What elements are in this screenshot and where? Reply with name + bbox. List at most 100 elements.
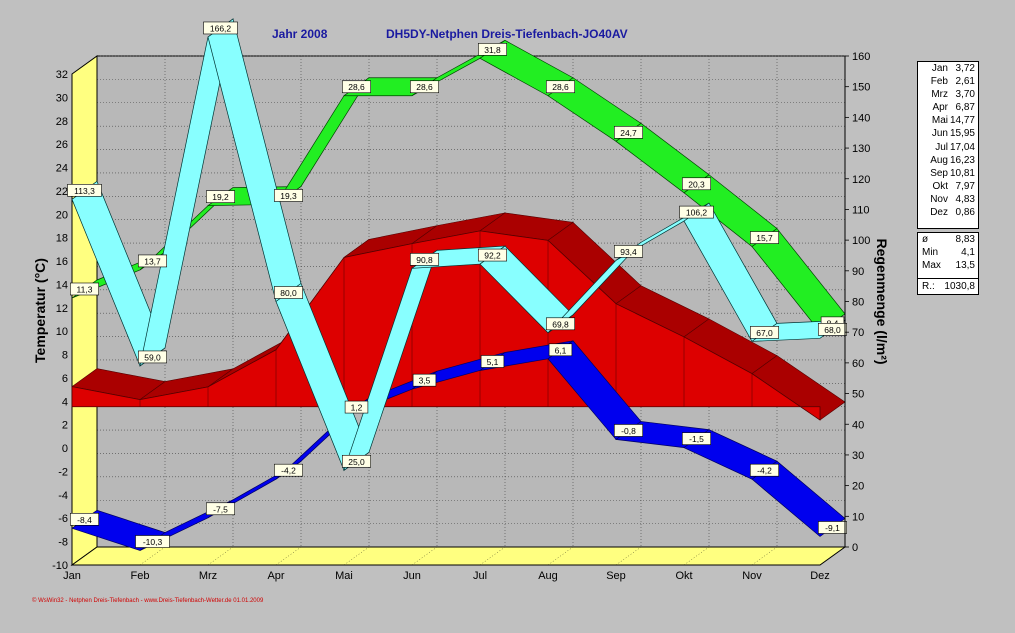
y2-tick-label: 50: [852, 389, 864, 401]
y2-tick-label: 140: [852, 112, 870, 124]
y-tick-label: 26: [56, 139, 68, 151]
rain-label: 25,0: [341, 454, 371, 468]
y-tick-label: -2: [58, 466, 68, 478]
max-temp-label-text: 13,7: [144, 256, 161, 266]
rain-label-box: [817, 323, 847, 336]
min-temp-label-box: [273, 463, 303, 477]
min-temp-label-text: -9,1: [825, 523, 840, 533]
floor-grid-line: [139, 546, 166, 566]
chart-station-title: DH5DY-Netphen Dreis-Tiefenbach-JO40AV: [386, 27, 628, 41]
max-temp-label-box: [409, 80, 439, 94]
rain-total-label: R.:: [922, 281, 935, 292]
max-temp-label-box: [681, 177, 711, 191]
max-temp-label: 19,3: [273, 189, 303, 202]
min-temp-label-text: 1,2: [351, 403, 363, 413]
legend-value: 15,95: [949, 128, 975, 140]
x-tick-label: Jun: [403, 570, 421, 582]
legend-month: Sep: [930, 167, 948, 179]
legend-row: Feb 2,61: [918, 75, 978, 88]
y-tick-label: 10: [56, 326, 68, 338]
x-tick-label: Mrz: [199, 570, 217, 582]
min-temp-label-box: [681, 432, 711, 445]
y2-tick-label: 20: [852, 481, 864, 493]
max-temp-label-text: 28,6: [416, 82, 433, 92]
stats-row: ø 8,83: [918, 233, 978, 246]
max-temp-label: 13,7: [138, 254, 168, 268]
rain-label-box: [679, 205, 714, 219]
max-temp-label-box: [138, 254, 168, 268]
max-temp-label: 19,2: [206, 190, 236, 203]
max-temp-label: 28,6: [409, 80, 439, 94]
min-temp-label-box: [548, 343, 573, 357]
legend-month: Jul: [935, 141, 948, 153]
floor-grid-line: [751, 546, 778, 566]
rain-label: 92,2: [477, 248, 507, 262]
rain-label-box: [409, 253, 439, 266]
y-tick-label: 2: [62, 420, 68, 432]
legend-month: Aug: [930, 154, 948, 166]
min-temp-label: -8,4: [70, 512, 100, 526]
rain-label: 106,2: [679, 205, 714, 219]
floor-grid-line: [479, 546, 506, 566]
min-temp-label: 3,5: [412, 373, 437, 387]
stats-label: Min: [922, 247, 939, 258]
legend-row: Sep 10,81: [918, 167, 978, 180]
min-temp-label-text: -1,5: [689, 434, 704, 444]
max-temp-label-box: [206, 190, 236, 203]
y2-tick-label: 130: [852, 143, 870, 155]
legend-month: Nov: [930, 193, 948, 205]
rain-label-text: 59,0: [144, 352, 161, 362]
min-temp-label: -4,2: [749, 463, 779, 477]
legend-row: Mai 14,77: [918, 114, 978, 127]
floor-grid-line: [819, 546, 846, 566]
floor-grid-line: [207, 546, 234, 566]
min-temp-label-text: 5,1: [487, 357, 499, 367]
rain-label: 67,0: [749, 326, 779, 339]
rain-label-box: [613, 245, 643, 258]
rain-label-text: 25,0: [348, 457, 365, 467]
legend-row: Apr 6,87: [918, 101, 978, 114]
min-temp-label-box: [344, 400, 369, 414]
floor-grid-line: [615, 546, 642, 566]
x-tick-label: Nov: [742, 570, 762, 582]
y2-tick-label: 10: [852, 511, 864, 523]
rain-label: 166,2: [203, 21, 238, 35]
rain-label-text: 90,8: [416, 255, 433, 265]
rain-total-value: 1030,8: [944, 281, 975, 292]
legend-month: Apr: [932, 102, 948, 114]
legend-row: Nov 4,83: [918, 193, 978, 206]
min-temp-label: -10,3: [135, 535, 170, 548]
y-tick-label: -8: [58, 537, 68, 549]
y-tick-label: 22: [56, 186, 68, 198]
y-tick-label: 6: [62, 373, 68, 385]
rain-label-text: 93,4: [620, 247, 637, 257]
min-temp-label-text: -4,2: [757, 466, 772, 476]
rain-label-box: [477, 248, 507, 262]
rain-label-text: 113,3: [74, 186, 95, 196]
floor-grid-line: [343, 546, 370, 566]
rain-label-box: [749, 326, 779, 339]
legend-month: Okt: [932, 180, 948, 192]
y2-tick-label: 30: [852, 450, 864, 462]
floor: [70, 546, 847, 566]
max-temp-label-text: 24,7: [620, 128, 637, 138]
y2-tick-label: 0: [852, 542, 858, 554]
y-tick-label: 18: [56, 233, 68, 245]
stats-label: Max: [922, 260, 941, 271]
stats-row: Max 13,5: [918, 259, 978, 272]
legend-month: Mai: [931, 115, 948, 127]
max-temp-label-text: 28,6: [552, 82, 569, 92]
y2-axis-title: Regenmenge (l/m²): [874, 238, 890, 364]
rain-label: 59,0: [138, 350, 168, 364]
legend-row: Jul 17,04: [918, 141, 978, 154]
footer-credit: © WsWin32 - Netphen Dreis-Tiefenbach - w…: [32, 598, 264, 604]
x-tick-label: Aug: [538, 570, 558, 582]
legend-value: 14,77: [949, 115, 975, 127]
x-tick-label: Sep: [606, 570, 626, 582]
max-temp-label: 11,3: [70, 282, 100, 296]
max-temp-label: 28,6: [545, 80, 575, 94]
max-temp-label-box: [477, 43, 507, 56]
rain-label: 68,0: [817, 323, 847, 336]
x-tick-label: Dez: [810, 570, 830, 582]
rain-label-text: 69,8: [552, 319, 569, 329]
